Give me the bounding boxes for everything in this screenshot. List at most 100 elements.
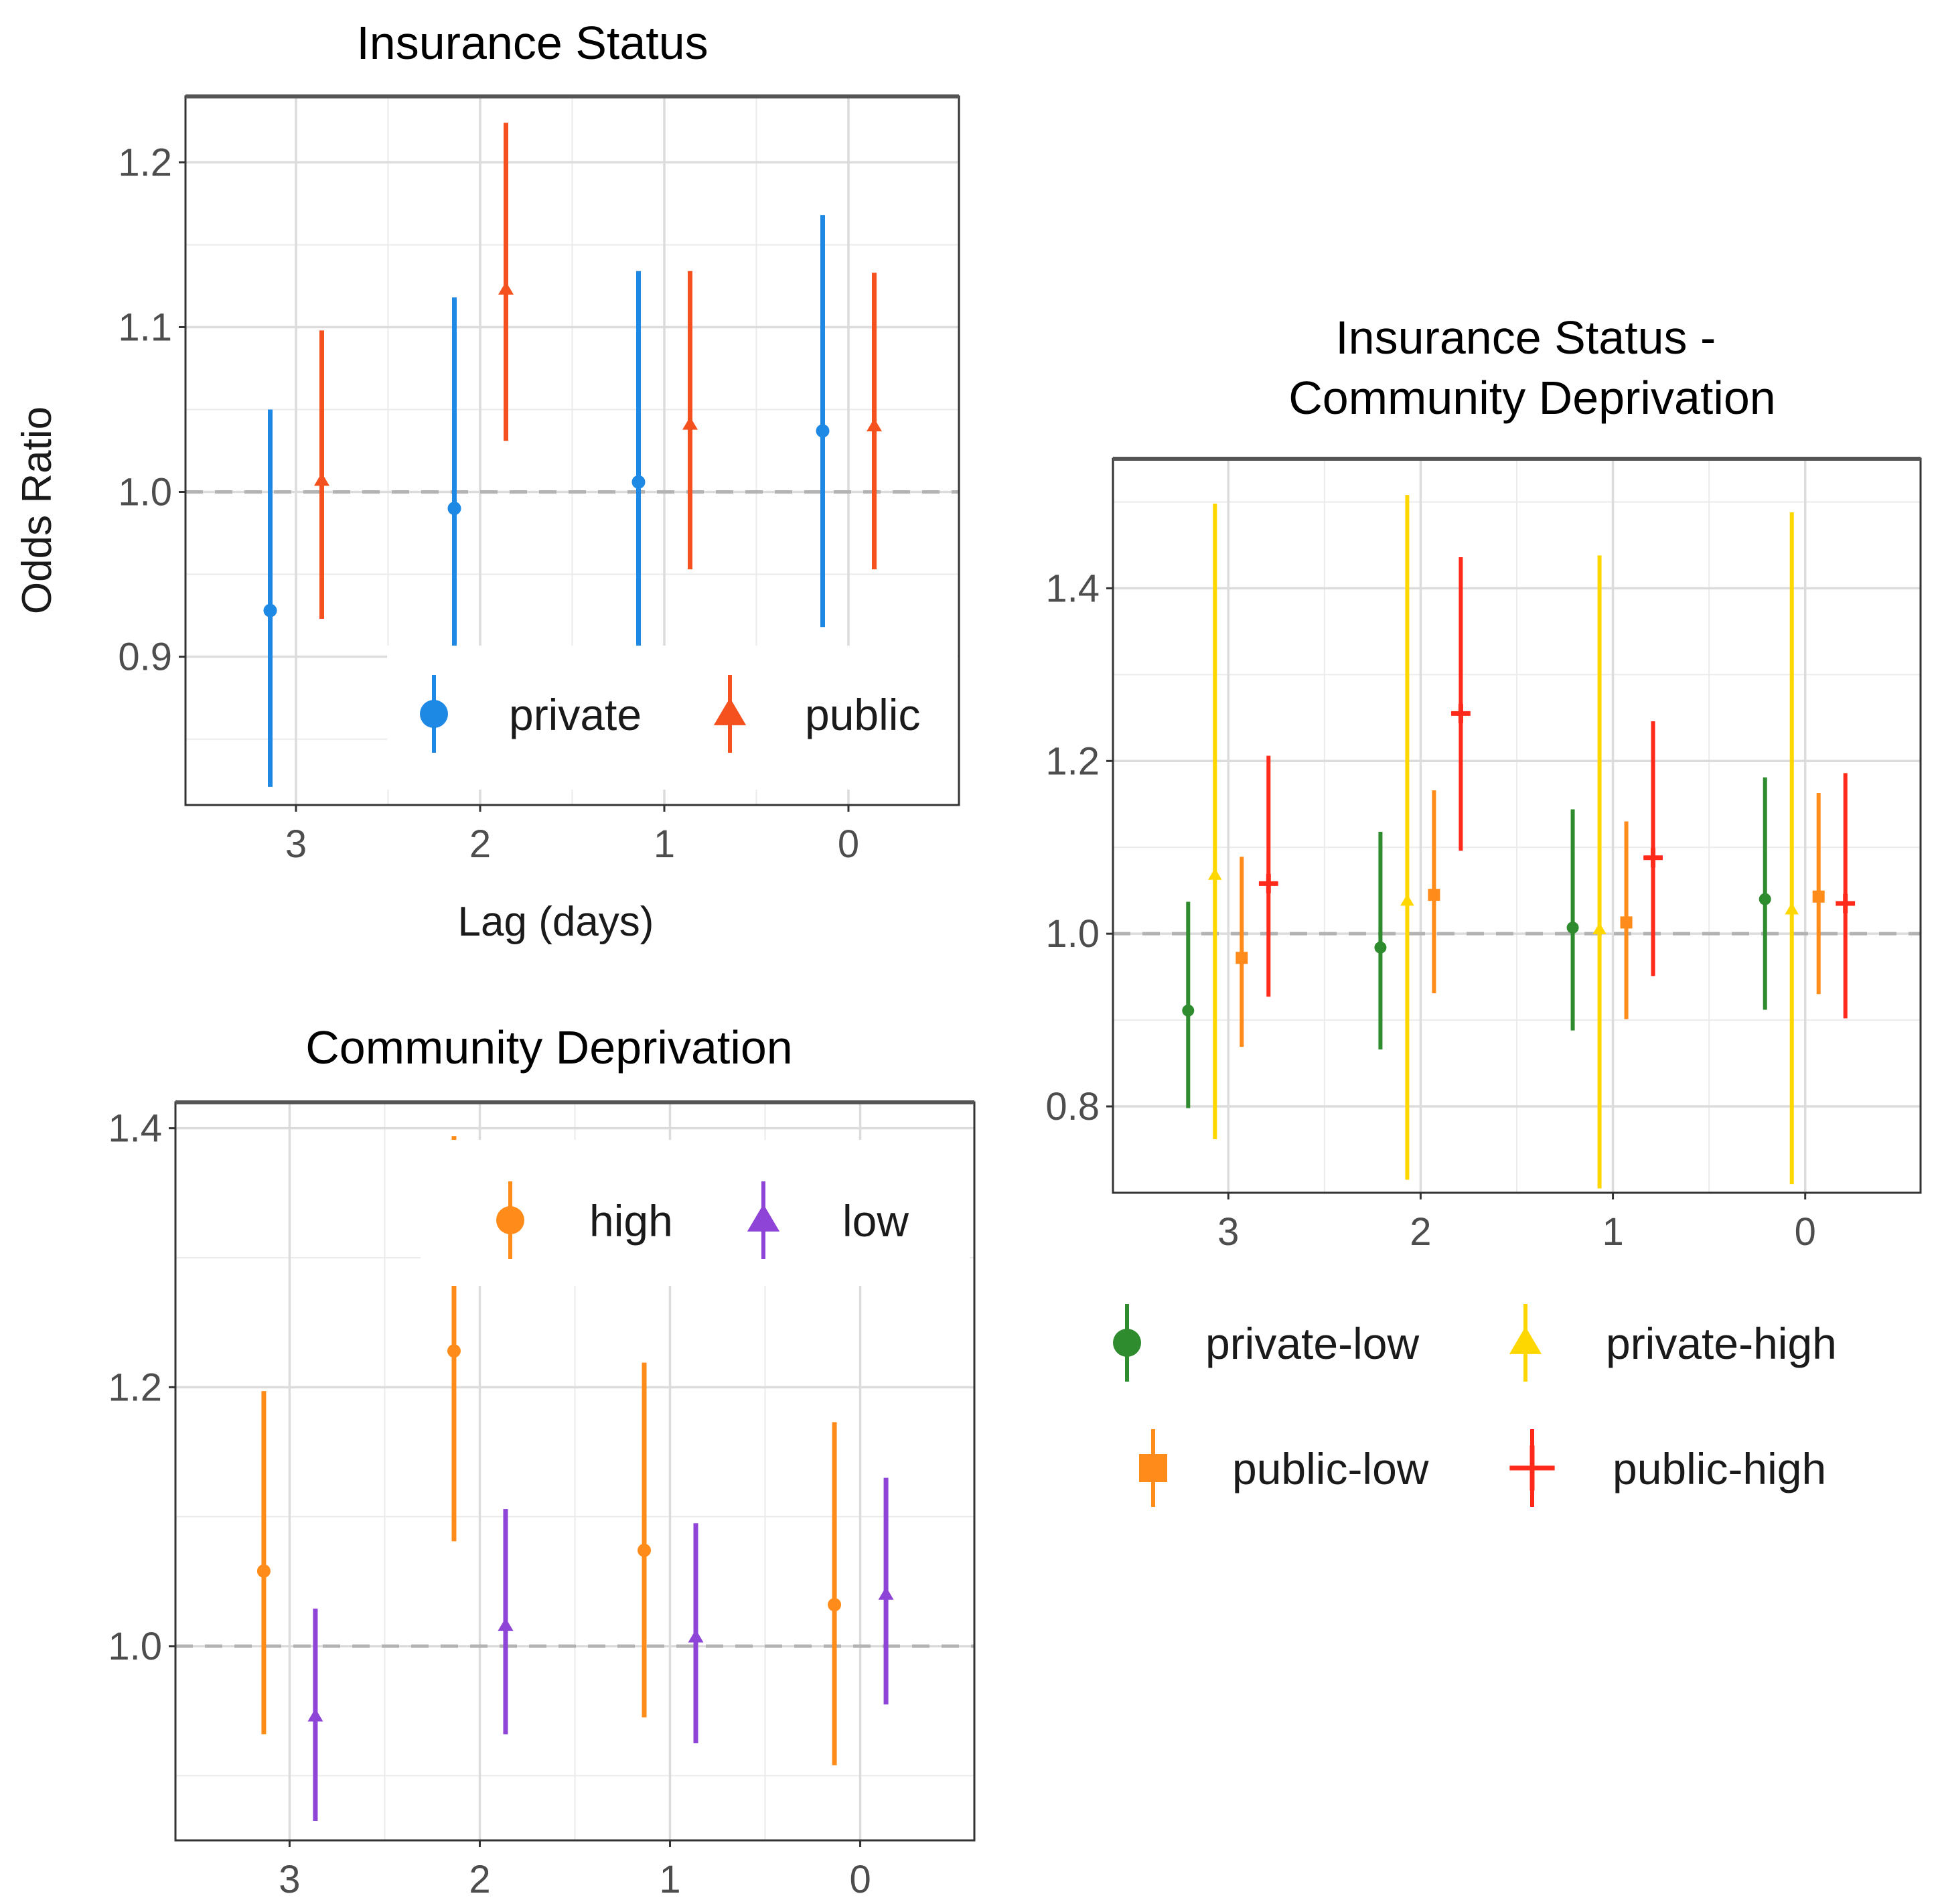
chart-title-line: Community Deprivation [1288, 372, 1775, 424]
legend-label: public-low [1232, 1444, 1429, 1493]
legend-label: public [805, 690, 920, 739]
y-tick-label: 1.2 [1045, 739, 1100, 783]
y-tick-label: 1.4 [1045, 567, 1100, 610]
y-tick-label: 1.1 [118, 305, 172, 349]
y-tick-label: 1.0 [108, 1625, 162, 1668]
panel-insurance-community: Insurance Status - Community Deprivation… [1045, 311, 1922, 1507]
chart-title: Insurance Status [356, 17, 708, 69]
point-estimate [1258, 873, 1278, 893]
point-estimate [1620, 916, 1633, 929]
legend-item: low [747, 1181, 909, 1259]
y-tick-label: 1.2 [108, 1366, 162, 1409]
point-estimate [1451, 703, 1471, 723]
y-tick-label: 0.9 [118, 636, 172, 679]
legend-item: public [713, 675, 920, 753]
legend-label: low [842, 1196, 909, 1246]
chart-title: Insurance Status - Community Deprivation [1288, 311, 1775, 424]
point-estimate [307, 1708, 323, 1722]
point-estimate [1374, 941, 1387, 954]
point-estimate [1785, 902, 1799, 915]
point-estimate [1566, 922, 1579, 934]
chart-title: Community Deprivation [305, 1021, 792, 1074]
point-estimate [1759, 893, 1771, 905]
point-estimate [1812, 890, 1825, 903]
legend-label: private [509, 690, 642, 739]
point-estimate [1182, 1004, 1195, 1017]
x-tick-label: 2 [469, 1858, 490, 1901]
point-estimate [638, 1543, 652, 1557]
point-estimate [1236, 952, 1248, 964]
series-private [263, 215, 830, 787]
legend-key-marker [747, 1203, 780, 1232]
point-estimate [1207, 868, 1222, 880]
legend: private public [387, 646, 958, 790]
legend: high low [421, 1140, 970, 1286]
panel-insurance-status: Insurance Status Odds Ratio Lag (days) 0… [14, 17, 960, 945]
legend-item: high [496, 1181, 673, 1259]
legend: private-low private-high public-low public-… [1113, 1304, 1837, 1507]
point-estimate [1592, 922, 1607, 934]
x-tick-label: 2 [1410, 1210, 1431, 1254]
x-tick-label: 3 [279, 1858, 300, 1901]
point-estimate [256, 1564, 271, 1578]
point-estimate [816, 424, 830, 438]
series-private-low [1182, 777, 1771, 1108]
legend-key-marker [1509, 1445, 1555, 1491]
legend-item: private [420, 675, 642, 753]
legend-key-marker [1139, 1454, 1167, 1482]
legend-item: private-low [1113, 1304, 1419, 1382]
legend-label: private-low [1205, 1319, 1419, 1368]
point-estimate [688, 1629, 704, 1643]
y-tick-label: 1.2 [118, 141, 172, 184]
y-tick-label: 1.0 [118, 471, 172, 514]
legend-label: public-high [1613, 1444, 1826, 1493]
legend-background [387, 646, 958, 790]
point-estimate [828, 1598, 842, 1612]
legend-key-marker [1113, 1329, 1141, 1357]
x-tick-label: 1 [654, 822, 675, 866]
series-low [307, 1477, 894, 1821]
legend-key-marker [496, 1206, 524, 1234]
series-public-high [1258, 557, 1856, 1019]
x-tick-label: 0 [838, 822, 859, 866]
legend-key-marker [420, 700, 448, 728]
series-public [314, 123, 882, 619]
x-tick-label: 1 [1602, 1210, 1623, 1254]
series-public-low [1236, 790, 1825, 1047]
x-tick-label: 1 [659, 1858, 680, 1901]
y-axis-title: Odds Ratio [14, 407, 60, 614]
legend-key-marker [1509, 1326, 1542, 1354]
legend-key-marker [713, 697, 747, 725]
point-estimate [498, 1617, 514, 1631]
x-tick-label: 3 [1217, 1210, 1239, 1254]
x-tick-label: 0 [849, 1858, 871, 1901]
plot-area: 1.0 1.2 1.4 3 2 1 0 high low [108, 1100, 976, 1901]
point-estimate [498, 281, 514, 295]
y-tick-label: 0.8 [1045, 1085, 1100, 1128]
point-estimate [1428, 889, 1440, 901]
chart-title-line: Insurance Status - [1335, 311, 1716, 364]
point-estimate [878, 1587, 894, 1600]
legend-item: public-low [1139, 1429, 1429, 1507]
x-tick-label: 3 [285, 822, 307, 866]
legend-item: public-high [1509, 1429, 1826, 1507]
point-estimate [263, 603, 277, 617]
point-estimate [682, 417, 698, 430]
legend-item: private-high [1509, 1304, 1837, 1382]
point-estimate [1836, 893, 1856, 913]
legend-label: private-high [1606, 1319, 1837, 1368]
point-estimate [1400, 893, 1414, 906]
panel-community-deprivation: Community Deprivation 1.0 1.2 1.4 3 2 1 0 high l… [108, 1021, 976, 1901]
point-estimate [867, 418, 882, 432]
point-estimate [631, 475, 646, 489]
plot-area: 0.9 1.0 1.1 1.2 3 2 1 0 private public [118, 94, 960, 866]
legend-label: high [589, 1196, 673, 1246]
y-tick-label: 1.0 [1045, 912, 1100, 956]
x-tick-label: 0 [1795, 1210, 1816, 1254]
point-estimate [447, 1344, 461, 1358]
x-axis-title: Lag (days) [458, 899, 654, 945]
point-estimate [314, 472, 329, 486]
y-tick-label: 1.4 [108, 1107, 162, 1151]
